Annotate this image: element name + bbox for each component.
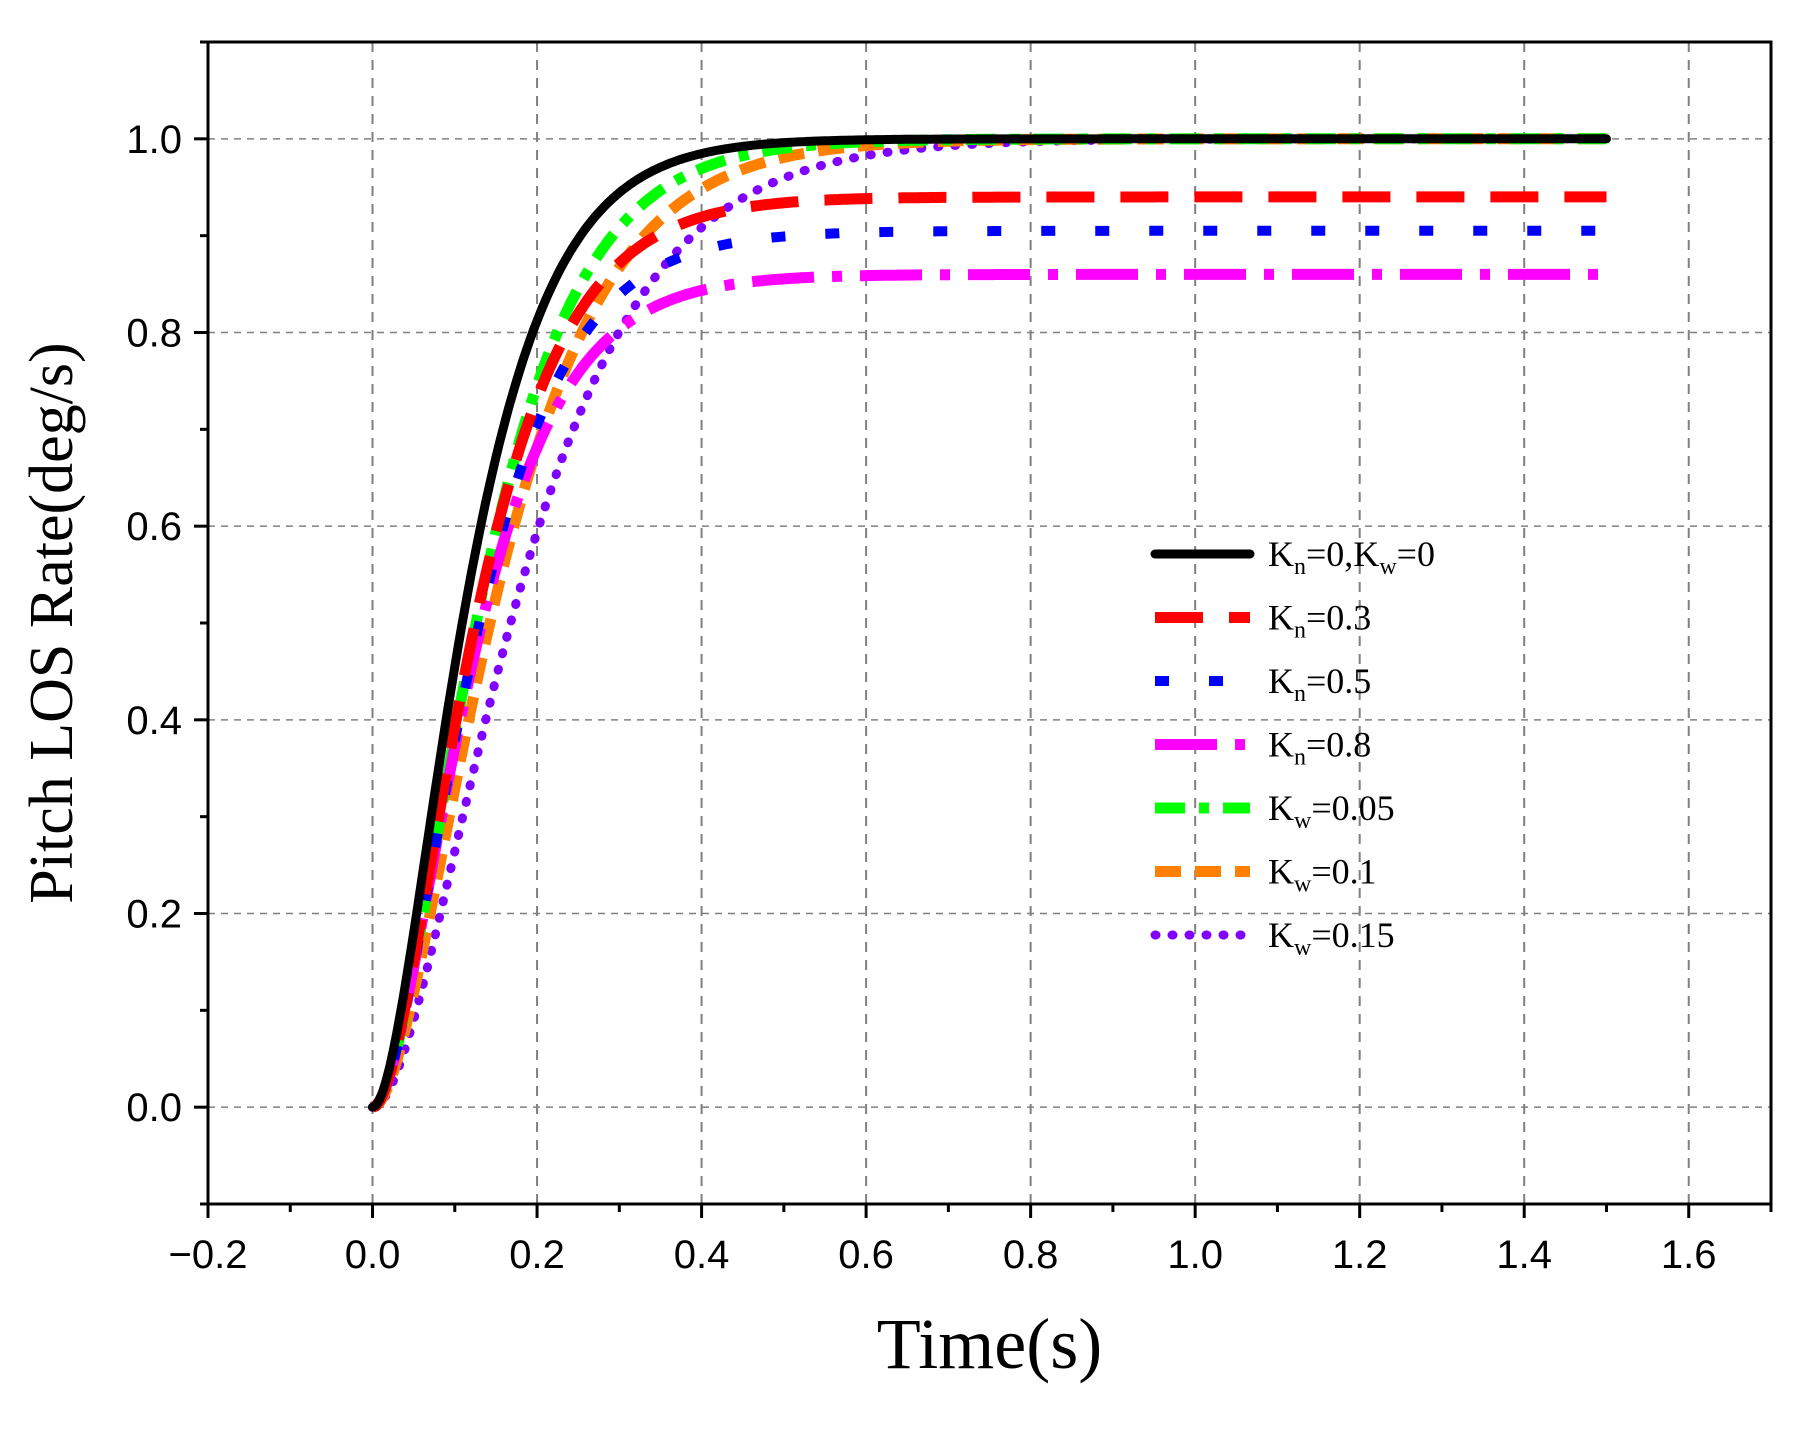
- y-tick-label: 0.2: [126, 893, 182, 937]
- y-tick-label: 0.6: [126, 505, 182, 549]
- x-axis-title: Time(s): [877, 1304, 1102, 1384]
- legend-item: Kw=0.05: [1155, 788, 1395, 834]
- axis-ticks: [194, 40, 1773, 1218]
- x-tick-label: 1.2: [1332, 1233, 1388, 1277]
- series-line-3: [370, 268, 1609, 1113]
- series-line-0: [368, 134, 1611, 1112]
- legend-label: Kw=0.1: [1268, 852, 1377, 898]
- legend-item: Kw=0.15: [1150, 915, 1395, 961]
- grid-lines: [208, 42, 1771, 1204]
- x-tick-label: 1.6: [1661, 1233, 1717, 1277]
- x-tick-label: 0.0: [345, 1233, 401, 1277]
- y-tick-label: 0.0: [126, 1086, 182, 1130]
- legend-item: Kn=0,Kw=0: [1150, 534, 1435, 580]
- legend-item: Kn=0.8: [1155, 725, 1371, 771]
- x-tick-label: 0.8: [1003, 1233, 1059, 1277]
- x-tick-label: −0.2: [169, 1233, 248, 1277]
- legend-label: Kn=0.8: [1268, 725, 1371, 771]
- y-axis-title: Pitch LOS Rate(deg/s): [18, 342, 86, 903]
- legend-label: Kn=0,Kw=0: [1268, 534, 1435, 580]
- legend-label: Kw=0.15: [1268, 915, 1395, 961]
- x-tick-labels: −0.2 0.0 0.2 0.4 0.6 0.8 1.0 1.2 1.4 1.6: [169, 1233, 1717, 1277]
- legend-label: Kn=0.5: [1268, 661, 1371, 707]
- legend-item: Kn=0.5: [1155, 661, 1371, 707]
- legend-label: Kw=0.05: [1268, 788, 1395, 834]
- y-tick-labels: 0.0 0.2 0.4 0.6 0.8 1.0: [126, 118, 182, 1130]
- x-tick-label: 1.0: [1167, 1233, 1223, 1277]
- legend-item: Kn=0.3: [1155, 598, 1371, 644]
- legend-item: Kw=0.1: [1155, 852, 1377, 898]
- y-tick-label: 0.8: [126, 312, 182, 356]
- y-tick-label: 0.4: [126, 699, 182, 743]
- legend: Kn=0,Kw=0 Kn=0.3 Kn=0.5 Kn=0.8 Kw=0.05 Kw=0.1…: [1150, 534, 1435, 961]
- legend-label: Kn=0.3: [1268, 598, 1371, 644]
- x-tick-label: 0.6: [838, 1233, 894, 1277]
- plot-frame: [206, 40, 1773, 1206]
- series-lines: [368, 133, 1611, 1113]
- series-line-1: [370, 191, 1609, 1113]
- x-tick-label: 0.4: [674, 1233, 730, 1277]
- x-tick-label: 1.4: [1496, 1233, 1552, 1277]
- y-tick-label: 1.0: [126, 118, 182, 162]
- x-tick-label: 0.2: [509, 1233, 565, 1277]
- series-line-2: [370, 225, 1608, 1112]
